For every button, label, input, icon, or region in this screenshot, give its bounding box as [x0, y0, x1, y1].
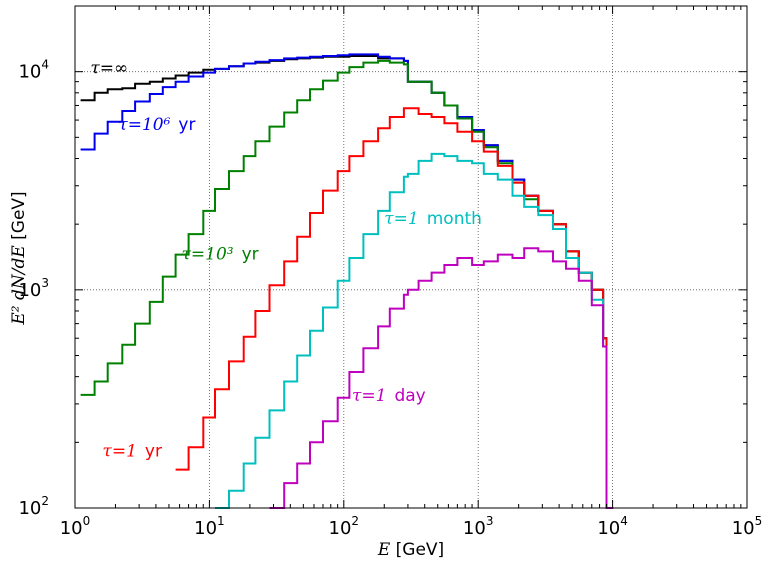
- x-tick-label: 102: [329, 514, 360, 539]
- x-tick-exponent: 1: [217, 514, 225, 528]
- x-tick-base: 10: [329, 518, 352, 539]
- x-tick-exponent: 5: [755, 514, 763, 528]
- series-label-prefix: τ=: [352, 386, 376, 406]
- series-label-prefix: τ=: [181, 244, 205, 264]
- x-axis-variable: E: [377, 540, 391, 560]
- series-label-value: 1: [408, 209, 419, 229]
- x-tick-label: 101: [194, 514, 225, 539]
- series-label-tau-1e3-yr: τ=10³ yr: [181, 244, 258, 264]
- series-label-unit: yr: [178, 115, 195, 135]
- x-tick-base: 10: [732, 518, 755, 539]
- x-axis-label: E [GeV]: [377, 540, 444, 560]
- y-tick-label: 102: [18, 494, 49, 519]
- y-tick-base: 10: [18, 280, 41, 301]
- series-label-unit: yr: [145, 442, 162, 462]
- series-label-prefix: τ=: [102, 442, 126, 462]
- series-label-value: 10⁶: [142, 115, 171, 135]
- y-tick-label: 104: [18, 58, 49, 83]
- series-label-tau-1e6-yr: τ=10⁶ yr: [118, 115, 195, 135]
- y-axis-unit: [GeV]: [9, 191, 29, 240]
- x-tick-exponent: 2: [351, 514, 359, 528]
- tick-marks: [74, 6, 748, 509]
- series-label-tau-1-day: τ=1 day: [352, 386, 426, 406]
- series-label-value: 1: [376, 386, 387, 406]
- x-tick-label: 104: [597, 514, 628, 539]
- series-line-tau-1-month: [215, 152, 614, 509]
- series-label-tau-1-month: τ=1 month: [384, 209, 482, 229]
- x-tick-base: 10: [597, 518, 620, 539]
- series-label-tau-infinity: τ=∞: [90, 59, 128, 79]
- y-axis-label: E² dN/dE [GeV]: [9, 191, 29, 325]
- series-label-unit: yr: [242, 244, 259, 264]
- series-label-unit: day: [394, 386, 425, 406]
- x-axis-unit: [GeV]: [396, 540, 445, 560]
- series-label-prefix: τ=: [118, 115, 142, 135]
- series-label-tau-1-yr: τ=1 yr: [102, 442, 162, 462]
- series-label-value: ∞: [114, 59, 128, 79]
- y-tick-base: 10: [18, 498, 41, 519]
- x-tick-label: 105: [732, 514, 763, 539]
- series-label-prefix: τ=: [90, 59, 114, 79]
- y-axis-variable: E² dN/dE: [9, 245, 29, 326]
- series-label-value: 1: [126, 442, 137, 462]
- y-tick-exponent: 4: [41, 58, 49, 72]
- y-tick-exponent: 2: [41, 494, 49, 508]
- y-tick-exponent: 3: [41, 276, 49, 290]
- series-line-tau-1-day: [269, 247, 614, 509]
- series-label-value: 10³: [205, 244, 234, 264]
- y-tick-base: 10: [18, 62, 41, 83]
- x-tick-label: 100: [60, 514, 91, 539]
- series-layer: [80, 53, 614, 509]
- x-tick-exponent: 3: [486, 514, 494, 528]
- y-tick-label: 103: [18, 276, 49, 301]
- series-label-prefix: τ=: [384, 209, 408, 229]
- x-tick-base: 10: [60, 518, 83, 539]
- x-tick-base: 10: [194, 518, 217, 539]
- x-tick-exponent: 4: [620, 514, 628, 528]
- plot-frame: [74, 5, 748, 509]
- series-label-unit: month: [427, 209, 482, 229]
- x-tick-exponent: 0: [83, 514, 91, 528]
- x-tick-label: 103: [463, 514, 494, 539]
- x-tick-base: 10: [463, 518, 486, 539]
